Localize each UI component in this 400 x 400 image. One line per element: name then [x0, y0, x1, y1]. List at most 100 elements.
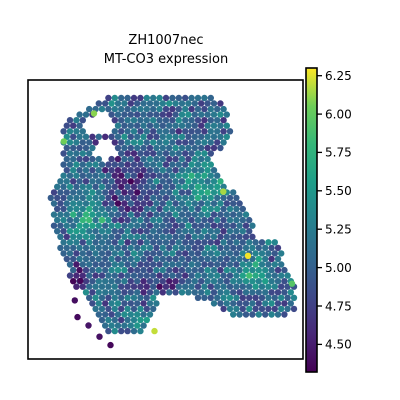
spot [153, 222, 160, 229]
spot [79, 250, 87, 257]
spot [207, 117, 214, 124]
spot [188, 283, 195, 290]
spot [182, 183, 189, 190]
spot [242, 278, 250, 285]
spot [198, 133, 205, 140]
spot [207, 139, 214, 146]
spot [76, 189, 83, 196]
spot [207, 228, 214, 235]
spot [121, 300, 128, 307]
spot [239, 216, 246, 224]
spot [166, 278, 173, 285]
spot [162, 283, 170, 290]
spot [63, 200, 70, 207]
spot [134, 155, 141, 163]
spot [188, 183, 195, 190]
spot [102, 233, 109, 240]
spot [169, 150, 176, 157]
spot [134, 300, 141, 307]
spot [156, 216, 163, 224]
spot [140, 322, 147, 329]
spot [242, 244, 250, 252]
spot [96, 333, 103, 340]
spot [127, 322, 134, 329]
spot [50, 200, 58, 207]
spot [137, 94, 144, 102]
spot [201, 261, 208, 268]
spot [47, 194, 54, 202]
spot [50, 189, 58, 196]
spot [121, 111, 128, 118]
spot [210, 133, 218, 140]
spot [70, 255, 77, 263]
spot [82, 278, 90, 285]
spot [127, 311, 134, 318]
spot [137, 228, 144, 235]
spot [230, 311, 237, 318]
spot [258, 283, 266, 290]
spot [130, 305, 138, 313]
spot [288, 280, 296, 287]
spot [107, 341, 114, 349]
spot [262, 311, 269, 318]
spot [153, 111, 160, 118]
spot [236, 266, 243, 274]
spot [143, 150, 150, 157]
spot [63, 233, 70, 240]
spot [70, 233, 77, 240]
spot [130, 183, 138, 190]
spot [249, 255, 256, 263]
spot [108, 233, 115, 240]
spot [194, 94, 202, 102]
spot [217, 200, 224, 207]
spot [258, 239, 266, 246]
spot [268, 255, 275, 263]
spot [182, 228, 189, 235]
spot [274, 255, 282, 263]
spot [121, 289, 128, 296]
spot [111, 327, 119, 335]
spot [137, 183, 144, 190]
spot [233, 272, 240, 279]
spot [140, 178, 147, 185]
spot [70, 133, 77, 140]
spot [191, 100, 198, 107]
spot [108, 211, 115, 218]
spot [156, 172, 163, 179]
spot [70, 222, 77, 229]
spot [60, 161, 67, 168]
spot [114, 266, 122, 274]
spot [207, 261, 214, 268]
spot [258, 294, 266, 301]
spot [86, 161, 93, 168]
spot [66, 272, 74, 279]
spot [153, 144, 160, 152]
spot [242, 211, 250, 218]
spot [204, 122, 211, 129]
spot [114, 255, 122, 263]
spot [76, 200, 83, 207]
spot [118, 261, 125, 268]
spot [118, 194, 125, 202]
spot [73, 283, 80, 290]
spot [150, 205, 157, 213]
spot [230, 278, 237, 285]
spot [194, 150, 202, 157]
spot [124, 305, 131, 313]
spot [188, 272, 195, 279]
spot [57, 178, 64, 185]
spot [79, 183, 87, 190]
spot [124, 316, 131, 324]
spot [198, 189, 205, 196]
spot [255, 300, 262, 307]
spot [140, 167, 147, 174]
spot [60, 138, 67, 145]
spot [130, 272, 138, 279]
colorbar [305, 67, 318, 373]
spot [191, 233, 198, 240]
spot [143, 250, 150, 257]
spot [204, 266, 211, 274]
spot [258, 261, 266, 268]
spot [274, 278, 282, 285]
spot [140, 211, 147, 218]
